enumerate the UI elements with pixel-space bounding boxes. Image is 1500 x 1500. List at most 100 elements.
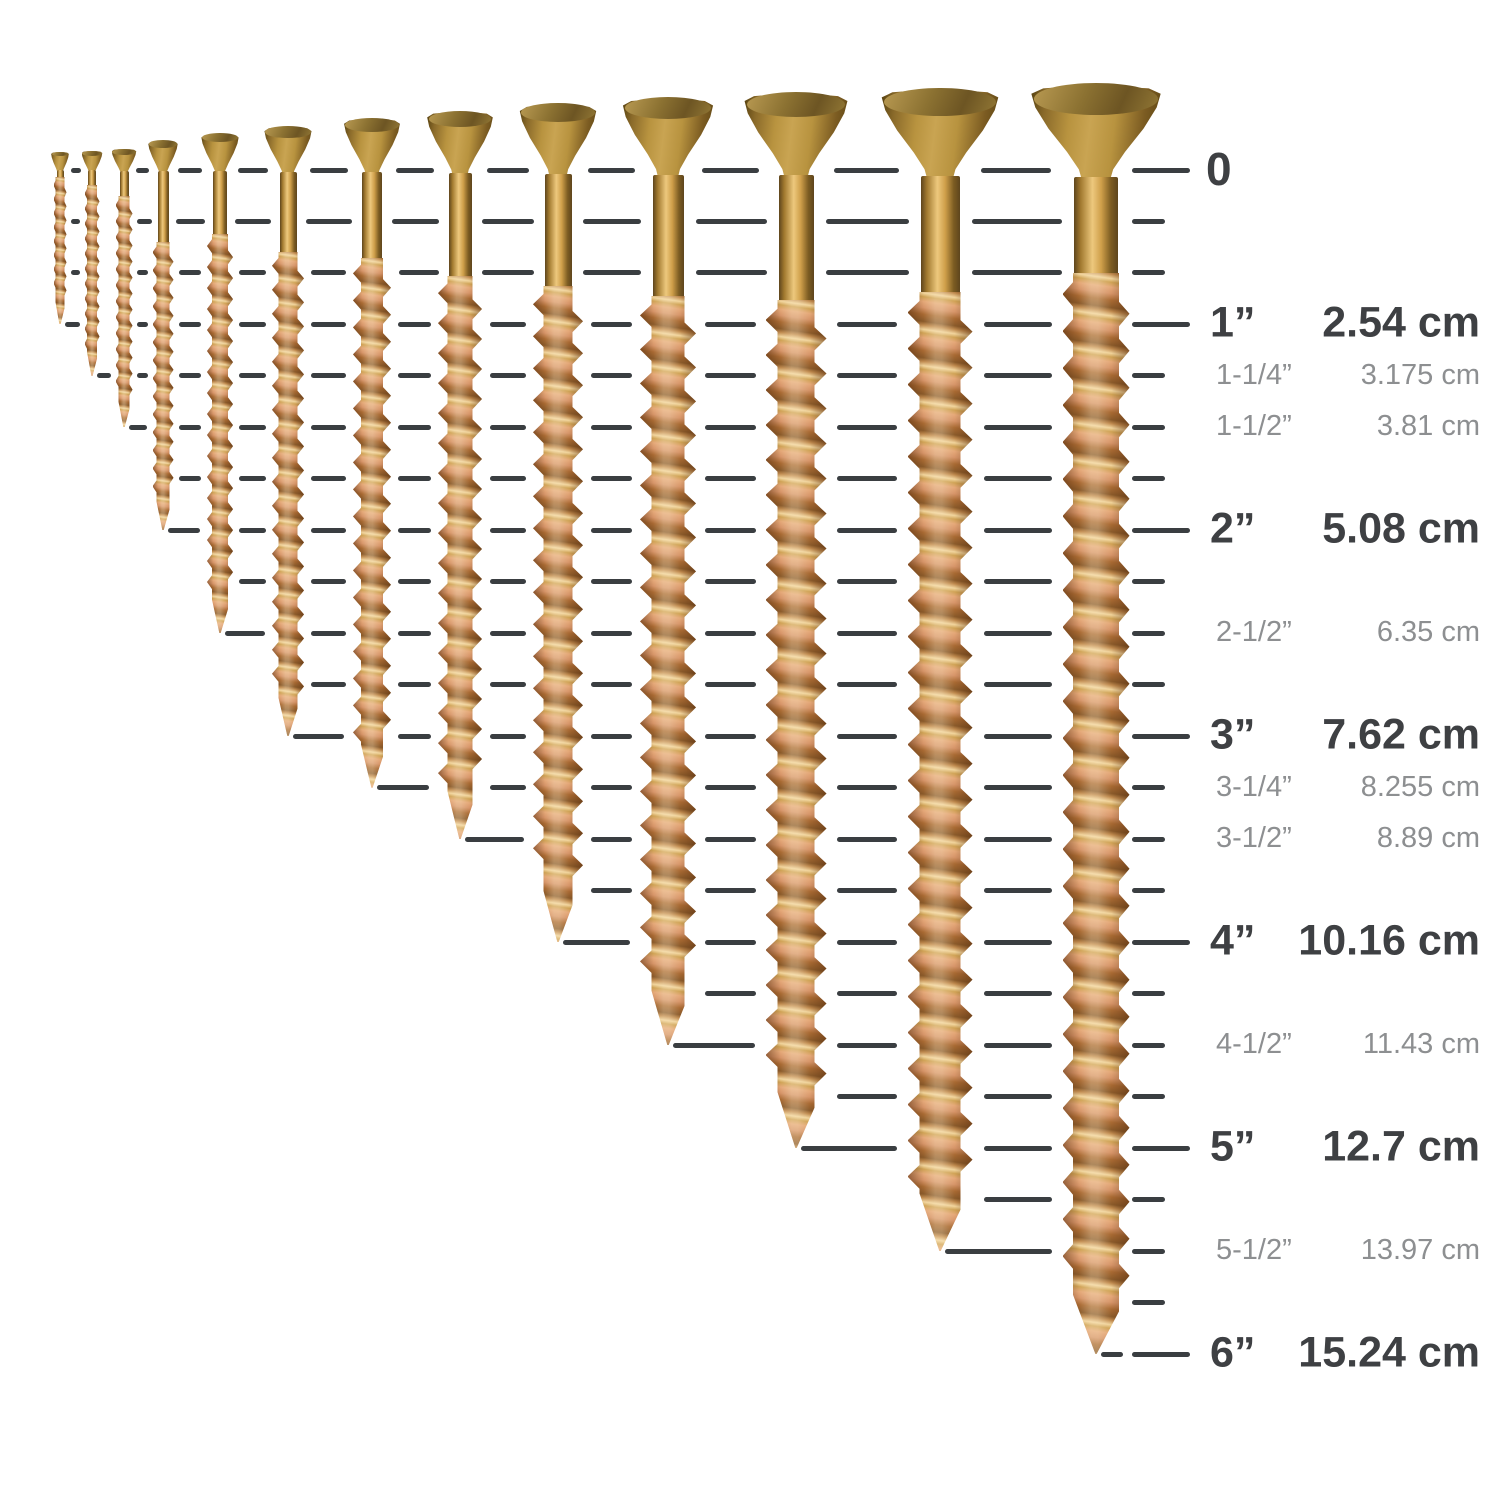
grid-dash [837,321,897,327]
grid-dash [398,476,431,482]
grid-dash [179,424,202,430]
grid-dash [983,424,1052,430]
grid-dash [582,270,642,276]
grid-dash [695,270,767,276]
grid-dash [311,373,346,379]
cm-label-13-97-cm: 13.97 cm [1360,1233,1480,1266]
ruler-tick-minor [1132,1042,1165,1048]
grid-dash [837,1042,897,1048]
grid-dash [178,167,203,173]
screw-shank [778,175,814,306]
screw-threads [353,258,391,788]
grid-dash [311,579,346,585]
screw-threads [438,276,482,840]
inch-label-1-1-4inch: 1-1/4” [1216,358,1292,391]
grid-dash-at-tip [563,939,630,945]
screw-head-top-face [51,151,69,156]
grid-dash [591,888,632,894]
ruler-tick-minor [1132,888,1165,894]
grid-dash [398,682,431,688]
grid-dash [695,218,767,224]
inch-label-5inch: 5” [1210,1122,1256,1171]
screw-shank [1074,176,1118,279]
ruler-tick-major [1132,321,1190,327]
grid-dash [983,733,1052,739]
ruler-tick-minor [1132,1300,1165,1306]
screw-shank [157,170,169,248]
grid-dash [983,476,1052,482]
grid-dash [311,270,346,276]
grid-dash [983,527,1052,533]
screw-threads [907,292,973,1252]
grid-dash [591,682,632,688]
grid-dash [70,167,81,173]
grid-dash [136,321,149,327]
grid-dash [489,579,526,585]
grid-dash [239,321,266,327]
screw-2inch [148,140,178,531]
grid-dash [983,785,1052,791]
grid-dash [398,630,431,636]
inch-label-4-1-2inch: 4-1/2” [1216,1028,1292,1061]
screw-head-top-face [82,150,102,156]
grid-dash [136,373,149,379]
grid-dash [70,270,81,276]
grid-dash [591,836,632,842]
grid-dash [239,476,266,482]
grid-dash-at-tip [225,630,265,636]
grid-dash [705,424,757,430]
screw-shank [213,171,227,240]
screw-2-1-2inch [201,133,239,634]
inch-label-6inch: 6” [1210,1328,1256,1377]
grid-dash [983,682,1052,688]
grid-dash [591,785,632,791]
grid-dash [837,836,897,842]
grid-dash [582,218,642,224]
grid-dash [136,270,149,276]
grid-dash [705,939,757,945]
grid-dash-at-tip [1101,1351,1123,1357]
grid-dash [489,733,526,739]
grid-dash [834,167,899,173]
grid-dash [238,167,268,173]
cm-label-12-7-cm: 12.7 cm [1322,1122,1480,1171]
grid-dash [983,888,1052,894]
ruler-tick-major [1132,1145,1190,1151]
grid-dash [239,579,266,585]
grid-dash-at-tip [465,836,524,842]
screw-threads [1062,273,1130,1355]
grid-dash [983,321,1052,327]
screw-shank [448,173,472,282]
cm-label-8-255-cm: 8.255 cm [1360,770,1480,803]
ruler-tick-minor [1132,270,1165,276]
grid-dash [825,270,909,276]
ruler-tick-minor [1132,424,1165,430]
grid-dash [489,682,526,688]
cm-label-6-35-cm: 6.35 cm [1376,616,1480,649]
grid-dash [399,270,440,276]
screw-1-1-2inch [111,148,137,428]
cm-label-3-175-cm: 3.175 cm [1360,358,1480,391]
grid-dash [489,527,526,533]
screw-threads [272,252,304,737]
ruler-tick-minor [1132,836,1165,842]
screw-4inch [519,103,597,943]
grid-dash [702,167,759,173]
screw-1inch [51,151,69,325]
ruler-tick-minor [1132,991,1165,997]
grid-dash-at-tip [945,1248,1052,1254]
grid-dash [983,1145,1052,1151]
ruler-tick-major [1132,733,1190,739]
cm-label-8-89-cm: 8.89 cm [1376,822,1480,855]
grid-dash [489,424,526,430]
grid-dash [486,167,529,173]
grid-dash [705,991,757,997]
grid-dash [837,785,897,791]
screw-shank [920,176,960,298]
grid-dash [837,527,897,533]
grid-dash [489,476,526,482]
screw-head-top-face [265,126,311,138]
inch-label-1inch: 1” [1210,299,1256,348]
cm-label-11-43-cm: 11.43 cm [1362,1028,1480,1061]
